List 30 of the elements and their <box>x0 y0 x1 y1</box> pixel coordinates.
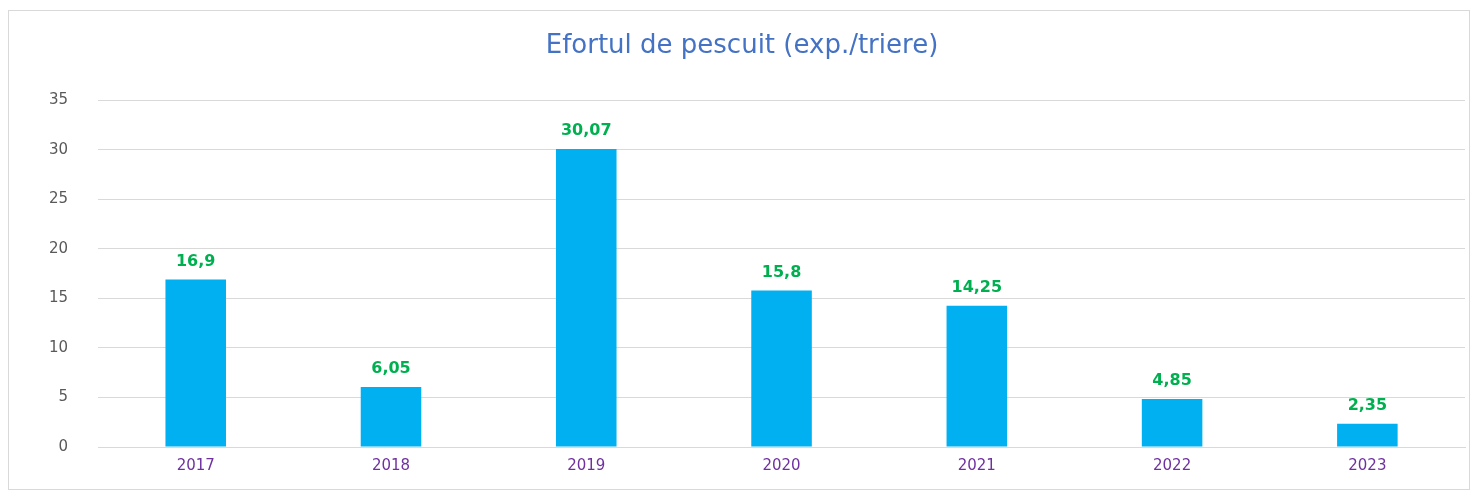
y-tick-label: 30 <box>48 139 69 158</box>
bar <box>1141 398 1203 447</box>
data-label: 30,07 <box>560 120 612 140</box>
x-tick-label: 2019 <box>567 455 606 474</box>
data-label: 15,8 <box>761 261 802 281</box>
x-tick-label: 2021 <box>957 455 996 474</box>
y-tick-label: 0 <box>58 436 69 455</box>
data-label: 2,35 <box>1347 394 1388 414</box>
data-label: 4,85 <box>1152 370 1192 390</box>
x-tick-label: 2017 <box>176 455 215 474</box>
x-tick-label: 2020 <box>762 455 801 474</box>
bar <box>946 305 1008 447</box>
data-label: 6,05 <box>371 358 411 378</box>
data-label: 14,25 <box>951 276 1003 296</box>
y-tick-label: 25 <box>48 189 69 208</box>
y-tick-label: 20 <box>48 238 69 257</box>
y-tick-label: 5 <box>58 387 69 406</box>
y-tick-label: 35 <box>48 90 69 109</box>
bar <box>751 290 812 447</box>
y-tick-label: 15 <box>48 288 69 307</box>
bar <box>556 149 617 447</box>
bar <box>165 279 226 447</box>
chart-title: Efortul de pescuit (exp./triere) <box>545 29 939 60</box>
data-label: 16,9 <box>175 250 216 270</box>
y-tick-label: 10 <box>48 337 69 356</box>
x-tick-label: 2022 <box>1153 455 1192 474</box>
x-tick-label: 2018 <box>371 455 411 474</box>
x-tick-label: 2023 <box>1348 455 1387 474</box>
bar <box>360 387 422 447</box>
bar <box>1337 423 1398 447</box>
